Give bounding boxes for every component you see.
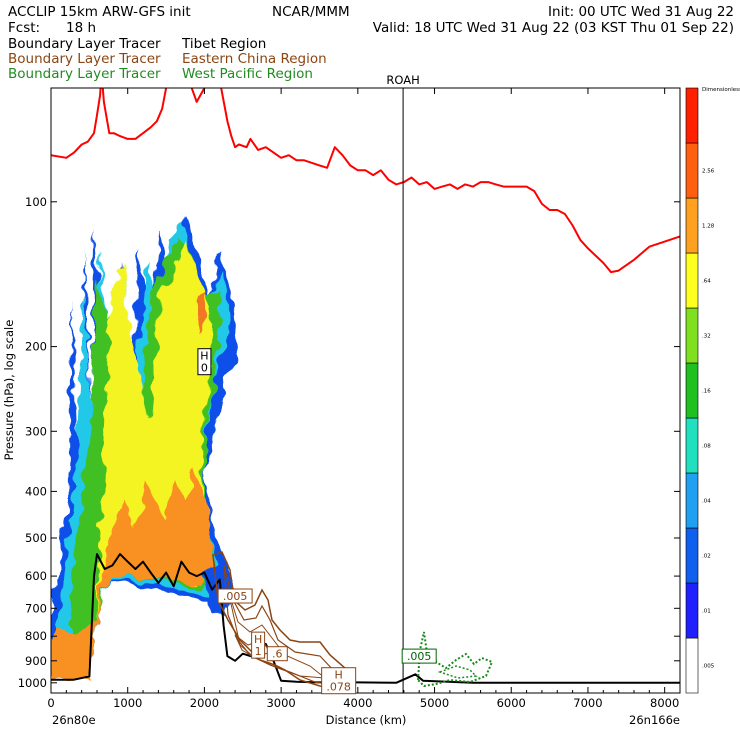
annotation-box bbox=[251, 631, 266, 659]
y-axis: 100 200 300 400 500 600 700 800 900 1000 bbox=[18, 195, 680, 690]
colorbar-level-label: .08 bbox=[702, 444, 711, 450]
west-pacific-contour-inner bbox=[437, 665, 478, 679]
annotation-box bbox=[321, 667, 357, 695]
annotation-box bbox=[217, 588, 253, 604]
colorbar-level-label: .005 bbox=[702, 664, 715, 670]
colorbar-swatch bbox=[685, 527, 699, 584]
y-tick-label: 800 bbox=[25, 629, 47, 643]
valid-time: Valid: 18 UTC Wed 31 Aug 22 (03 KST Thu … bbox=[373, 20, 734, 36]
colorbar-level-label: Dimensionless bbox=[702, 87, 740, 93]
colorbar-level-label: 2.56 bbox=[702, 169, 715, 175]
contour-annotation: H0 bbox=[197, 348, 212, 376]
legend-label-tibet: Boundary Layer Tracer bbox=[8, 36, 161, 52]
annotation-text: 1 bbox=[255, 645, 262, 658]
west-pacific-contour-outer bbox=[416, 631, 494, 688]
legend-region-eastern-china: Eastern China Region bbox=[182, 51, 327, 67]
colorbar: .005 .01 .02 .04 .08 .16 .32 .64 1.28 2.56 Dimensi… bbox=[685, 87, 740, 694]
colorbar-swatch bbox=[685, 252, 699, 309]
annotation-text: .005 bbox=[407, 650, 432, 663]
colorbar-swatch bbox=[685, 417, 699, 474]
tropopause-line bbox=[51, 88, 680, 274]
west-pacific-contours bbox=[416, 631, 494, 688]
legend-label-eastern-china: Boundary Layer Tracer bbox=[8, 51, 161, 67]
colorbar-swatch bbox=[685, 472, 699, 529]
contour-annotation: .005 bbox=[217, 588, 253, 604]
annotation-text: .6 bbox=[272, 648, 283, 661]
contour-annotation: .005 bbox=[401, 648, 437, 664]
colorbar-level-label: .04 bbox=[702, 499, 711, 505]
left-endpoint-label: 26n80e bbox=[52, 713, 96, 727]
colorbar-swatch bbox=[685, 307, 699, 364]
x-axis-title: Distance (km) bbox=[326, 713, 407, 727]
org-title: NCAR/MMM bbox=[272, 4, 350, 20]
legend-label-west-pacific: Boundary Layer Tracer bbox=[8, 66, 161, 82]
annotation-text: H bbox=[335, 669, 343, 682]
model-title: ACCLIP 15km ARW-GFS init bbox=[8, 4, 191, 20]
y-tick-label: 400 bbox=[25, 484, 47, 498]
plot-frame bbox=[50, 87, 681, 694]
colorbar-swatch bbox=[685, 362, 699, 419]
colorbar-swatch bbox=[685, 197, 699, 254]
annotation-box bbox=[266, 646, 288, 662]
y-tick-label: 100 bbox=[25, 195, 47, 209]
x-tick-label: 4000 bbox=[343, 696, 372, 710]
y-axis-title: Pressure (hPa), log scale bbox=[2, 320, 16, 461]
contour-annotation: H.078 bbox=[321, 667, 357, 695]
colorbar-level-label: .16 bbox=[702, 389, 711, 395]
forecast-label: Fcst: bbox=[8, 20, 40, 36]
colorbar-level-label: .32 bbox=[702, 334, 711, 340]
right-endpoint-label: 26n166e bbox=[629, 713, 680, 727]
x-tick-label: 1000 bbox=[113, 696, 142, 710]
annotation-box bbox=[401, 648, 437, 664]
colorbar-swatch bbox=[685, 87, 699, 144]
x-tick-label: 0 bbox=[47, 696, 54, 710]
roah-marker-label: ROAH bbox=[386, 73, 419, 87]
colorbar-level-label: .02 bbox=[702, 554, 711, 560]
x-tick-label: 3000 bbox=[266, 696, 295, 710]
colorbar-level-label: 1.28 bbox=[702, 224, 715, 230]
y-tick-label: 500 bbox=[25, 531, 47, 545]
legend-region-west-pacific: West Pacific Region bbox=[182, 66, 313, 82]
colorbar-level-label: .01 bbox=[702, 609, 711, 615]
colorbar-level-label: .64 bbox=[702, 279, 711, 285]
forecast-value: 18 h bbox=[66, 20, 96, 36]
x-tick-label: 8000 bbox=[650, 696, 679, 710]
annotation-text: H bbox=[254, 633, 262, 646]
colorbar-swatch bbox=[685, 637, 699, 694]
annotation-text: 0 bbox=[201, 362, 208, 375]
colorbar-swatch bbox=[685, 142, 699, 199]
y-tick-label: 700 bbox=[25, 601, 47, 615]
x-axis: 0 1000 2000 3000 4000 5000 6000 7000 8000 bbox=[47, 88, 679, 710]
x-tick-label: 5000 bbox=[420, 696, 449, 710]
y-tick-label: 600 bbox=[25, 569, 47, 583]
y-tick-label: 200 bbox=[25, 340, 47, 354]
tracer-field-orange-upper bbox=[195, 290, 210, 335]
contour-annotation: H1 bbox=[251, 631, 266, 659]
init-time: Init: 00 UTC Wed 31 Aug 22 bbox=[548, 4, 734, 20]
colorbar-swatch bbox=[685, 582, 699, 639]
y-tick-label: 900 bbox=[25, 654, 47, 668]
y-tick-label: 300 bbox=[25, 424, 47, 438]
annotation-box bbox=[197, 348, 212, 376]
tracer-concentration-field bbox=[51, 215, 240, 680]
annotation-text: .005 bbox=[223, 590, 248, 603]
legend-region-tibet: Tibet Region bbox=[181, 36, 266, 52]
contour-annotation: .6 bbox=[266, 646, 288, 662]
x-tick-label: 7000 bbox=[573, 696, 602, 710]
x-tick-label: 2000 bbox=[190, 696, 219, 710]
annotation-text: H bbox=[200, 350, 208, 363]
y-tick-label: 1000 bbox=[18, 676, 47, 690]
annotation-text: .078 bbox=[326, 681, 351, 694]
x-tick-label: 6000 bbox=[497, 696, 526, 710]
